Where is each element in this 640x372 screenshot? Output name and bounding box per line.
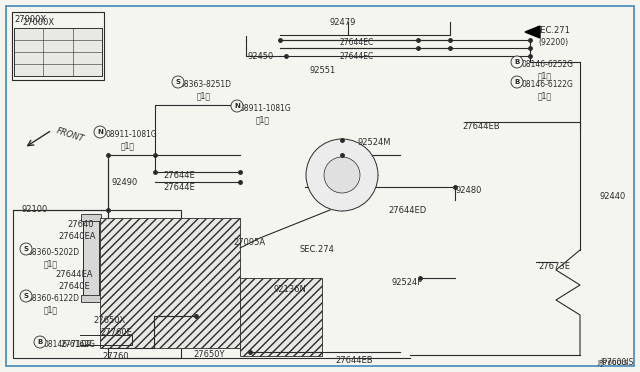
Text: （1）: （1） [44, 259, 58, 268]
Text: SEC.274: SEC.274 [300, 245, 335, 254]
Text: 92450: 92450 [248, 52, 275, 61]
Circle shape [94, 126, 106, 138]
Text: 27095A: 27095A [233, 238, 265, 247]
Text: 27710P: 27710P [60, 340, 92, 349]
Circle shape [231, 100, 243, 112]
Text: 08360-6122D: 08360-6122D [28, 294, 80, 303]
Text: （1）: （1） [256, 115, 270, 124]
Text: 92479: 92479 [330, 18, 356, 27]
Text: SEC.271: SEC.271 [535, 26, 570, 35]
Text: B: B [515, 79, 520, 85]
Circle shape [511, 56, 523, 68]
Text: 08146-6122G: 08146-6122G [522, 80, 574, 89]
Text: 27650Y: 27650Y [193, 350, 225, 359]
Bar [83, 218, 99, 298]
Bar [81, 214, 101, 221]
Text: 27644EB: 27644EB [462, 122, 500, 131]
Circle shape [20, 290, 32, 302]
Text: 27760: 27760 [102, 352, 129, 361]
Text: 92440: 92440 [600, 192, 627, 201]
Text: 08911-1081G: 08911-1081G [105, 130, 157, 139]
Text: 27000X: 27000X [14, 15, 46, 24]
Text: 92490: 92490 [112, 178, 138, 187]
Text: 92551: 92551 [310, 66, 336, 75]
Text: (92200): (92200) [538, 38, 568, 47]
Bar [14, 28, 102, 76]
Circle shape [20, 243, 32, 255]
Circle shape [324, 157, 360, 193]
Text: 27644E: 27644E [163, 183, 195, 192]
Text: 27640E: 27640E [58, 282, 90, 291]
Text: 27644EC: 27644EC [340, 38, 374, 47]
Circle shape [306, 139, 378, 211]
Text: N: N [97, 129, 103, 135]
Text: 27644EB: 27644EB [335, 356, 372, 365]
Polygon shape [525, 26, 540, 38]
Text: S: S [24, 246, 29, 252]
Text: 27644EC: 27644EC [340, 52, 374, 61]
Text: 27644E: 27644E [163, 171, 195, 180]
Circle shape [511, 76, 523, 88]
Text: 27640: 27640 [67, 220, 93, 229]
Text: JP7600IS: JP7600IS [600, 358, 634, 367]
Circle shape [34, 336, 46, 348]
Text: B: B [37, 339, 43, 345]
Text: FRONT: FRONT [55, 126, 85, 144]
Text: 27000X: 27000X [22, 18, 54, 27]
Bar [12, 12, 104, 80]
Text: 27760E: 27760E [100, 328, 132, 337]
Text: S: S [24, 293, 29, 299]
Text: 08146-6252G: 08146-6252G [522, 60, 574, 69]
Text: JP7600IS: JP7600IS [597, 360, 627, 366]
Text: 27640EA: 27640EA [58, 232, 95, 241]
Text: 27644EA: 27644EA [55, 270, 93, 279]
Circle shape [172, 76, 184, 88]
Text: 08363-8251D: 08363-8251D [180, 80, 232, 89]
Text: 92136N: 92136N [274, 285, 307, 294]
Text: 92100: 92100 [22, 205, 48, 214]
Text: 08360-5202D: 08360-5202D [28, 248, 80, 257]
Text: （1）: （1） [44, 305, 58, 314]
Text: B: B [515, 59, 520, 65]
Text: 92524M: 92524M [357, 138, 390, 147]
Text: N: N [234, 103, 240, 109]
Text: （1）: （1） [538, 91, 552, 100]
Text: S: S [175, 79, 180, 85]
Text: 27644ED: 27644ED [388, 206, 426, 215]
Text: （1）: （1） [538, 71, 552, 80]
Text: （1）: （1） [121, 141, 135, 150]
Text: 92524F: 92524F [392, 278, 423, 287]
Bar [100, 218, 240, 348]
Text: 08911-1081G: 08911-1081G [240, 104, 292, 113]
Bar [81, 295, 101, 302]
Text: 08146-6162G: 08146-6162G [44, 340, 96, 349]
Text: 27673E: 27673E [538, 262, 570, 271]
Bar [13, 210, 181, 358]
Text: （1）: （1） [197, 91, 211, 100]
Text: 92480: 92480 [455, 186, 481, 195]
Bar [240, 278, 322, 356]
Text: 27650X: 27650X [93, 316, 125, 325]
